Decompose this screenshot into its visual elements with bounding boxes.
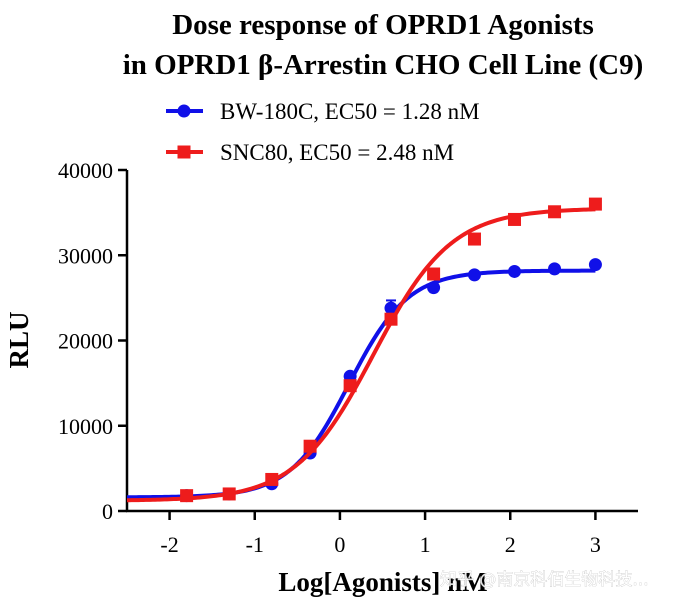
data-point [588,258,602,272]
x-axis: -2 -1 0 1 2 3 [126,509,638,557]
x-ticks: -2 -1 0 1 2 3 [160,511,601,557]
y-axis-label: RLU [4,311,34,368]
data-point [427,267,441,281]
legend-label-series-2: SNC80, EC50 = 2.48 nM [220,140,454,165]
data-point [508,212,522,226]
y-tick-label: 10000 [58,414,113,439]
x-tick-label: 2 [505,532,516,557]
data-point [180,489,194,503]
data-point [508,264,522,278]
data-point [303,439,317,453]
y-tick-label: 30000 [58,243,113,268]
y-tick-label: 0 [102,499,113,524]
legend-entry-series-1: BW-180C, EC50 = 1.28 nM [166,99,480,124]
x-tick-label: -2 [160,532,178,557]
data-point [343,379,357,393]
data-point [548,262,562,276]
series-2 [126,197,602,503]
x-tick-label: 3 [590,532,601,557]
x-tick-label: -1 [246,532,264,557]
legend-marker-series-1 [177,104,191,118]
y-axis: 0 10000 20000 30000 40000 [58,158,129,524]
y-ticks: 0 10000 20000 30000 40000 [58,158,127,524]
x-tick-label: 1 [420,532,431,557]
legend-label-series-1: BW-180C, EC50 = 1.28 nM [220,99,480,124]
chart-title-line-2: in OPRD1 β-Arrestin CHO Cell Line (C9) [123,49,644,81]
watermark-text: 知乎 @南京科佰生物科技... [440,570,649,590]
legend-marker-series-2 [177,145,191,159]
fit-curve-series-1 [126,268,596,500]
y-tick-label: 40000 [58,158,113,183]
x-axis-label: Log[Agonists] nM [278,567,487,597]
legend: BW-180C, EC50 = 1.28 nM SNC80, EC50 = 2.… [166,99,480,165]
legend-entry-series-2: SNC80, EC50 = 2.48 nM [166,140,454,165]
data-point [427,281,441,295]
chart-title-line-1: Dose response of OPRD1 Agonists [172,9,594,41]
data-point [384,301,398,315]
plot-area [126,197,602,503]
data-point [588,197,602,211]
fit-curve-series-2 [126,207,596,503]
data-point [467,232,481,246]
data-point [265,472,279,486]
series-1 [126,258,602,503]
data-point [548,205,562,219]
data-point [222,487,236,501]
data-point [384,312,398,326]
data-point [467,268,481,282]
y-tick-label: 20000 [58,329,113,354]
x-tick-label: 0 [334,532,345,557]
